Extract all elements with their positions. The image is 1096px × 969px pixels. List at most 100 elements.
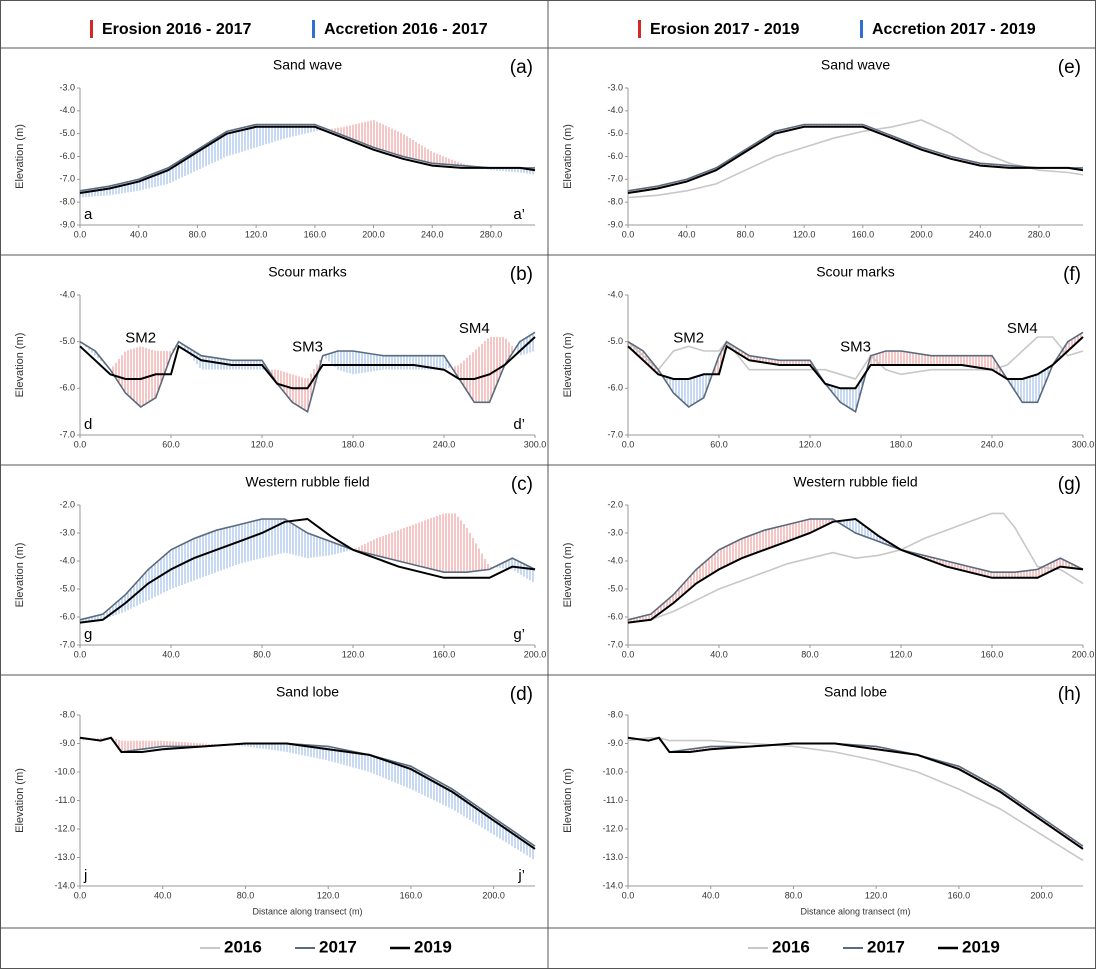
accretion-swatch	[312, 20, 315, 38]
y-tick-label: -14.0	[602, 880, 623, 890]
annotation: SM4	[1007, 320, 1038, 337]
y-tick-label: -6.0	[59, 611, 75, 621]
x-tick-label: 160.0	[948, 890, 971, 900]
survey-line	[79, 736, 536, 847]
panel-title: Sand wave	[273, 57, 342, 73]
x-tick-label: 80.0	[189, 229, 207, 239]
y-tick-label: -7.0	[607, 639, 623, 649]
panel-title: Sand lobe	[824, 684, 887, 700]
accretion-label: Accretion 2016 - 2017	[324, 21, 488, 38]
y-tick-label: -7.0	[607, 174, 623, 184]
y-tick-label: -5.0	[607, 336, 623, 346]
y-tick-label: -3.0	[59, 527, 75, 537]
y-axis-label: Elevation (m)	[562, 768, 574, 833]
y-tick-label: -12.0	[602, 823, 623, 833]
y-tick-label: -7.0	[607, 429, 623, 439]
corner-label: j	[83, 867, 87, 884]
x-tick-label: 40.0	[130, 229, 148, 239]
panel-letter: (e)	[1058, 57, 1081, 78]
x-tick-label: 120.0	[342, 649, 365, 659]
y-tick-label: -7.0	[59, 174, 75, 184]
annotation: SM4	[459, 320, 490, 337]
survey-line	[79, 736, 536, 850]
x-tick-label: 40.0	[162, 649, 180, 659]
panel-letter: (d)	[510, 684, 533, 705]
x-tick-label: 80.0	[785, 890, 803, 900]
y-tick-label: -5.0	[59, 128, 75, 138]
y-tick-label: -9.0	[59, 219, 75, 229]
survey-line	[627, 517, 1084, 624]
y-axis-label: Elevation (m)	[562, 543, 574, 608]
x-tick-label: 240.0	[969, 229, 992, 239]
x-tick-label: 160.0	[852, 229, 875, 239]
panel-title: Scour marks	[816, 264, 895, 280]
y-tick-label: -5.0	[59, 583, 75, 593]
survey-line	[627, 336, 1084, 390]
x-tick-label: 80.0	[801, 649, 819, 659]
survey-line	[627, 125, 1084, 194]
panel-title: Sand lobe	[276, 684, 339, 700]
panel-letter: (f)	[1063, 264, 1081, 285]
x-axis-label: Distance along transect (m)	[800, 906, 910, 916]
survey-line	[627, 736, 1084, 847]
survey-line	[627, 331, 1084, 413]
x-tick-label: 160.0	[304, 229, 327, 239]
survey-line	[627, 737, 1084, 862]
y-tick-label: -4.0	[59, 289, 75, 299]
x-tick-label: 0.0	[74, 890, 87, 900]
y-tick-label: -8.0	[59, 709, 75, 719]
x-tick-label: 160.0	[981, 649, 1004, 659]
x-tick-label: 120.0	[317, 890, 340, 900]
y-tick-label: -6.0	[607, 383, 623, 393]
survey-line	[627, 518, 1084, 621]
x-tick-label: 0.0	[74, 229, 87, 239]
x-tick-label: 60.0	[710, 439, 728, 449]
x-tick-label: 200.0	[1072, 649, 1095, 659]
x-tick-label: 240.0	[981, 439, 1004, 449]
y-tick-label: -5.0	[607, 128, 623, 138]
corner-label: j’	[517, 867, 525, 884]
panel-title: Western rubble field	[245, 474, 369, 490]
x-tick-label: 60.0	[162, 439, 180, 449]
x-tick-label: 280.0	[480, 229, 503, 239]
legend-label: 2016	[224, 937, 262, 956]
y-tick-label: -6.0	[607, 611, 623, 621]
y-tick-label: -10.0	[602, 766, 623, 776]
erosion-swatch	[90, 20, 93, 38]
x-tick-label: 0.0	[74, 439, 87, 449]
x-tick-label: 80.0	[253, 649, 271, 659]
x-tick-label: 0.0	[622, 890, 635, 900]
y-tick-label: -4.0	[59, 105, 75, 115]
y-axis-label: Elevation (m)	[14, 543, 26, 608]
annotation: SM2	[125, 329, 156, 346]
x-tick-label: 40.0	[154, 890, 172, 900]
y-tick-label: -7.0	[59, 429, 75, 439]
survey-line	[79, 331, 536, 413]
x-tick-label: 80.0	[737, 229, 755, 239]
corner-label: g	[84, 626, 92, 643]
x-tick-label: 80.0	[237, 890, 255, 900]
y-axis-label: Elevation (m)	[14, 333, 26, 398]
y-tick-label: -3.0	[59, 82, 75, 92]
x-tick-label: 0.0	[622, 649, 635, 659]
y-tick-label: -2.0	[607, 499, 623, 509]
y-tick-label: -14.0	[54, 880, 75, 890]
y-axis-label: Elevation (m)	[14, 124, 26, 189]
x-tick-label: 300.0	[524, 439, 547, 449]
panel-letter: (g)	[1058, 474, 1081, 495]
survey-line	[79, 125, 536, 194]
survey-line	[627, 512, 1084, 624]
y-tick-label: -10.0	[54, 766, 75, 776]
y-tick-label: -8.0	[59, 197, 75, 207]
corner-label: g’	[513, 626, 525, 643]
y-tick-label: -5.0	[607, 583, 623, 593]
x-tick-label: 200.0	[910, 229, 933, 239]
corner-label: d’	[513, 416, 525, 433]
survey-line	[627, 119, 1084, 199]
annotation: SM3	[292, 339, 323, 356]
accretion-label: Accretion 2017 - 2019	[872, 21, 1036, 38]
erosion-label: Erosion 2017 - 2019	[650, 21, 800, 38]
survey-line	[79, 518, 536, 621]
x-tick-label: 200.0	[1030, 890, 1053, 900]
